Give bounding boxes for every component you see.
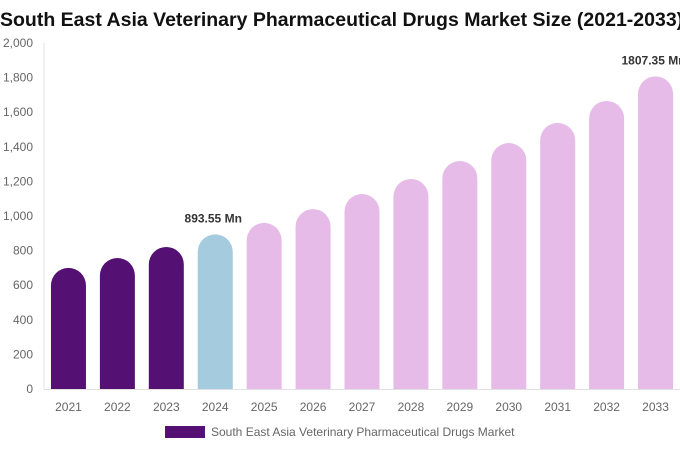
- chart-title: South East Asia Veterinary Pharmaceutica…: [0, 9, 680, 31]
- y-tick-label: 1,200: [3, 174, 33, 188]
- x-tick-label: 2032: [593, 400, 620, 414]
- y-tick-label: 1,400: [3, 140, 33, 154]
- y-tick-label: 0: [26, 382, 33, 396]
- y-tick-label: 400: [13, 313, 33, 327]
- legend-label: South East Asia Veterinary Pharmaceutica…: [211, 425, 515, 439]
- bar-2027: [344, 194, 380, 389]
- x-tick-label: 2033: [642, 400, 669, 414]
- y-tick-label: 1,000: [3, 209, 33, 223]
- y-tick-label: 1,800: [3, 71, 33, 85]
- bar-2024: [197, 234, 233, 389]
- bar-2033: [638, 76, 674, 389]
- bar-2025: [246, 222, 282, 389]
- data-label: 893.55 Mn: [185, 211, 242, 225]
- y-tick-label: 2,000: [3, 36, 33, 50]
- x-tick-label: 2027: [349, 400, 376, 414]
- bar-2021: [50, 267, 86, 389]
- legend-swatch: [165, 426, 205, 438]
- x-tick-label: 2031: [544, 400, 571, 414]
- x-tick-label: 2024: [202, 400, 229, 414]
- bar-2022: [99, 258, 135, 389]
- bar-2026: [295, 209, 331, 389]
- bar-2028: [393, 178, 429, 389]
- y-tick-label: 600: [13, 278, 33, 292]
- x-tick-label: 2030: [495, 400, 522, 414]
- legend: South East Asia Veterinary Pharmaceutica…: [165, 425, 514, 439]
- bar-2023: [148, 246, 184, 389]
- x-tick-label: 2023: [153, 400, 180, 414]
- data-label: 1807.35 Mn: [622, 53, 680, 67]
- x-tick-label: 2021: [55, 400, 82, 414]
- x-tick-label: 2028: [398, 400, 425, 414]
- x-tick-label: 2025: [251, 400, 278, 414]
- x-tick-label: 2029: [446, 400, 473, 414]
- y-tick-label: 800: [13, 244, 33, 258]
- bar-2029: [442, 160, 478, 389]
- y-tick-label: 200: [13, 347, 33, 361]
- bar-2032: [589, 100, 625, 389]
- bar-2031: [540, 122, 576, 389]
- bar-2030: [491, 142, 527, 389]
- x-tick-label: 2026: [300, 400, 327, 414]
- y-tick-label: 1,600: [3, 105, 33, 119]
- x-tick-label: 2022: [104, 400, 131, 414]
